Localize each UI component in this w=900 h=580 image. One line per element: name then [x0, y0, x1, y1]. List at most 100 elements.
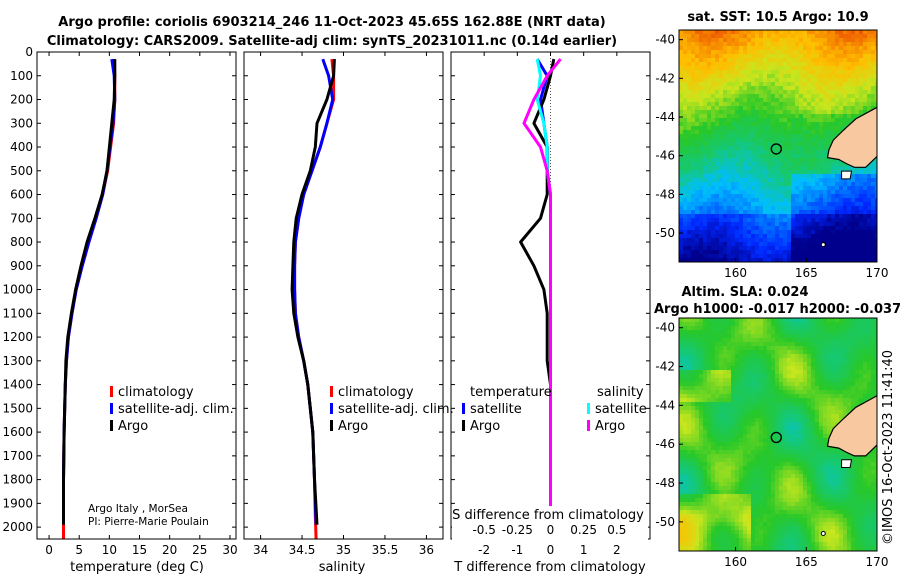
- land-stewart-island: [841, 170, 853, 180]
- legend-label-argo: Argo: [118, 419, 148, 434]
- map-frame: [678, 317, 878, 552]
- legend-title-salinity: salinity: [597, 385, 644, 400]
- y-tick-label: 1800: [2, 473, 33, 487]
- y-tick-label: 400: [10, 140, 33, 154]
- y-tick-label: 1300: [2, 354, 33, 368]
- legend-swatch-argo: [330, 420, 333, 431]
- x-tick-label: 36: [419, 543, 434, 557]
- sst-map: [679, 30, 877, 262]
- map-x-tick-label: 165: [795, 266, 818, 280]
- pi-note-line2: PI: Pierre-Marie Poulain: [88, 516, 209, 528]
- y-tick-label: 1700: [2, 449, 33, 463]
- series-t-argo: [519, 58, 556, 525]
- s-tick-label: 0: [547, 523, 555, 537]
- legend-label-climatology: climatology: [118, 385, 194, 400]
- y-tick-label: 0: [25, 45, 33, 59]
- sst-map-title: sat. SST: 10.5 Argo: 10.9: [687, 10, 868, 25]
- y-tick-label: 100: [10, 69, 33, 83]
- y-tick-label: 1900: [2, 496, 33, 510]
- y-tick-label: 1200: [2, 330, 33, 344]
- y-tick-label: 1600: [2, 425, 33, 439]
- s-tick-label: -0.25: [502, 523, 533, 537]
- x-tick-label: 2: [613, 543, 621, 557]
- legend-label-satellite: satellite-adj. clim.: [338, 402, 454, 417]
- map-y-tick-label: -40: [655, 33, 675, 47]
- sla-map-title-line1: Altim. SLA: 0.024: [682, 285, 809, 300]
- map-y-tick-label: -48: [655, 187, 675, 201]
- sst-map-axes: 160 165 170 -40 -42 -44 -46 -48 -50: [655, 29, 889, 280]
- legend-label-t-argo: Argo: [470, 419, 500, 434]
- x-tick-label: 25: [192, 543, 207, 557]
- series-climatology: [62, 59, 117, 539]
- legend-swatch-climatology: [110, 386, 113, 397]
- legend-label-climatology: climatology: [338, 385, 414, 400]
- x-tick-label: 5: [75, 543, 83, 557]
- legend-label-s-argo: Argo: [595, 419, 625, 434]
- map-y-tick-label: -44: [655, 398, 675, 412]
- y-tick-label: 800: [10, 235, 33, 249]
- panel-frame: [243, 51, 444, 540]
- legend-swatch-climatology: [330, 386, 333, 397]
- salinity-legend: climatology satellite-adj. clim. Argo: [330, 385, 454, 434]
- map-y-tick-label: -50: [655, 515, 675, 529]
- temperature-xlabel: temperature (deg C): [70, 560, 204, 575]
- x-tick-label: 30: [222, 543, 237, 557]
- map-y-tick-label: -46: [655, 437, 675, 451]
- map-y-tick-label: -50: [655, 226, 675, 240]
- series-satellite-adj-clim-: [62, 58, 117, 516]
- difference-profile-panel: -2 -1 0 1 2: [450, 51, 651, 557]
- s-difference-ticks: -0.5 -0.25 0 0.25 0.5: [472, 523, 626, 537]
- land-auckland-islands: [820, 242, 826, 248]
- pi-note-line1: Argo Italy , MorSea: [88, 503, 188, 515]
- y-tick-label: 900: [10, 259, 33, 273]
- x-tick-label: 1: [580, 543, 588, 557]
- x-tick-label: 35: [336, 543, 351, 557]
- imos-timestamp: ©IMOS 16-Oct-2023 11:41:40: [881, 350, 896, 545]
- legend-swatch-t-argo: [462, 420, 465, 431]
- map-y-tick-label: -42: [655, 71, 675, 85]
- x-tick-label: 15: [132, 543, 147, 557]
- y-tick-label: 1100: [2, 306, 33, 320]
- map-x-tick-label: 160: [724, 266, 747, 280]
- float-position-marker: [770, 431, 783, 444]
- x-tick-label: 0: [45, 543, 53, 557]
- x-tick-label: 20: [162, 543, 177, 557]
- sla-map-title-line2: Argo h1000: -0.017 h2000: -0.037: [654, 302, 900, 317]
- y-tick-label: 700: [10, 211, 33, 225]
- x-tick-label: 35.5: [372, 543, 399, 557]
- panel-frame: [36, 51, 237, 540]
- land-auckland-islands: [820, 531, 826, 537]
- temperature-profile-panel: 0 5 10 15 20 25 300100200300400500600700800900…: [2, 45, 237, 557]
- s-difference-label: S difference from climatology: [452, 508, 644, 523]
- land-new-zealand: [826, 395, 877, 457]
- y-tick-label: 1500: [2, 401, 33, 415]
- legend-label-argo: Argo: [338, 419, 368, 434]
- s-tick-label: 0.5: [607, 523, 626, 537]
- legend-swatch-satellite: [330, 403, 333, 414]
- sla-map: [679, 318, 877, 551]
- land-new-zealand: [826, 106, 877, 168]
- series-s-argo: [522, 58, 562, 525]
- series-argo: [62, 59, 117, 525]
- legend-swatch-argo: [110, 420, 113, 431]
- x-tick-label: -1: [511, 543, 523, 557]
- s-tick-label: 0.25: [570, 523, 597, 537]
- legend-title-temperature: temperature: [470, 385, 552, 400]
- x-tick-label: 10: [102, 543, 117, 557]
- figure-title-line2: Climatology: CARS2009. Satellite-adj cli…: [47, 34, 617, 49]
- y-tick-label: 1400: [2, 378, 33, 392]
- map-x-tick-label: 170: [866, 266, 889, 280]
- y-tick-label: 1000: [2, 283, 33, 297]
- map-y-tick-label: -46: [655, 149, 675, 163]
- y-tick-label: 300: [10, 116, 33, 130]
- x-tick-label: 34.5: [289, 543, 316, 557]
- legend-label-t-satellite: satellite: [470, 402, 522, 417]
- map-y-tick-label: -44: [655, 110, 675, 124]
- y-tick-label: 200: [10, 93, 33, 107]
- legend-swatch-t-satellite: [462, 403, 465, 414]
- t-difference-xlabel: T difference from climatology: [453, 560, 646, 575]
- temperature-legend: climatology satellite-adj. clim. Argo: [110, 385, 234, 434]
- salinity-xlabel: salinity: [319, 560, 366, 575]
- land-stewart-island: [841, 459, 853, 468]
